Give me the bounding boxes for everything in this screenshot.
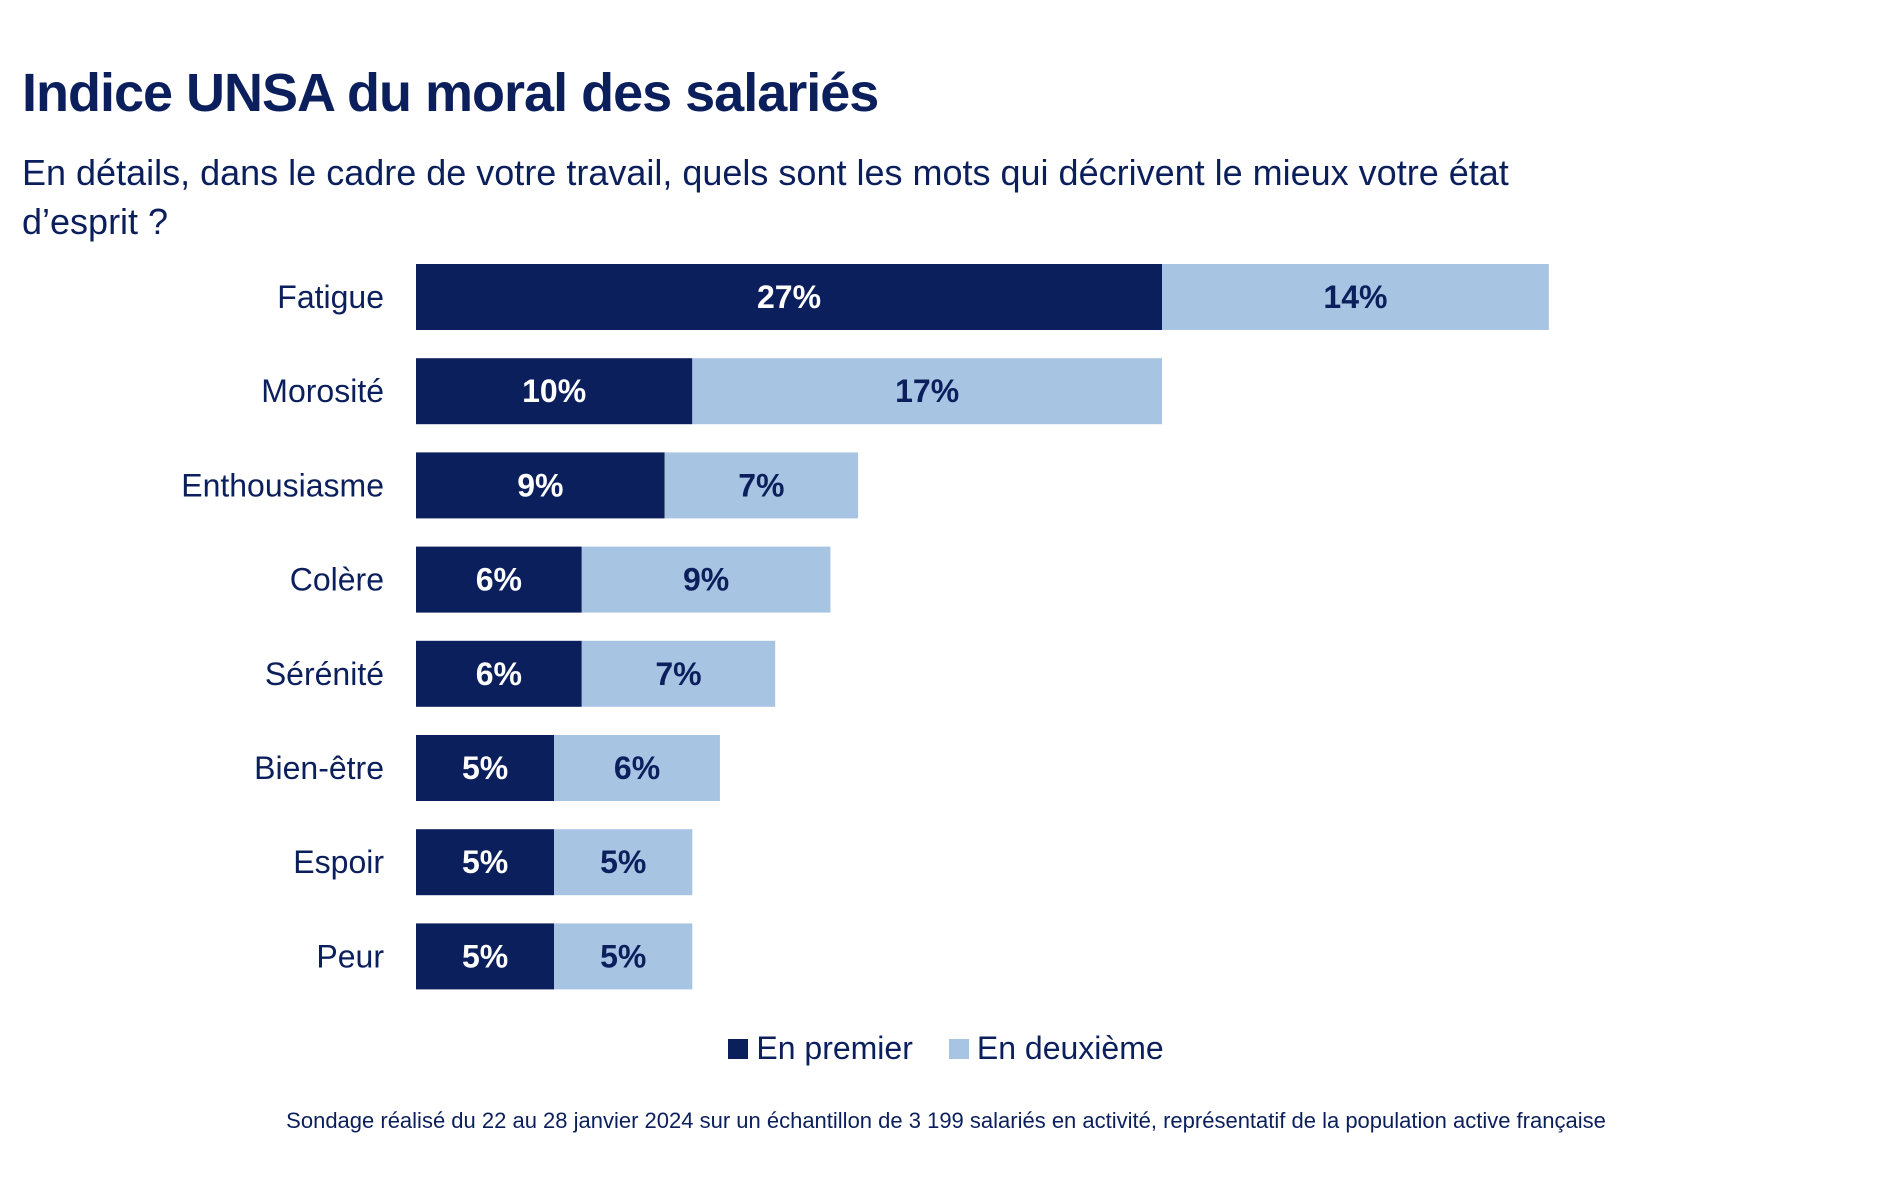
bar-segment-deuxieme	[554, 923, 693, 990]
bar-segment-premier	[416, 358, 693, 425]
bar-segment-premier	[416, 829, 555, 896]
stacked-bar-chart: Fatigue 27% 14% Morosité 10% 17% Enthousiasme 9…	[181, 264, 1549, 990]
data-label: 27%	[757, 279, 821, 315]
data-label: 9%	[683, 562, 729, 598]
bar-segment-deuxieme	[554, 735, 720, 801]
category-label: Peur	[316, 938, 384, 974]
category-label: Bien-être	[254, 750, 384, 786]
bar-segment-deuxieme	[1162, 264, 1549, 330]
chart-subtitle: En détails, dans le cadre de votre trava…	[22, 152, 1509, 242]
data-label: 5%	[462, 750, 508, 786]
category-label: Fatigue	[277, 279, 384, 315]
data-label: 5%	[462, 938, 508, 974]
legend-label-deuxieme: En deuxième	[976, 1030, 1164, 1066]
category-label: Colère	[290, 562, 384, 598]
bar-segment-deuxieme	[581, 640, 776, 707]
legend-swatch-deuxieme	[948, 1038, 969, 1059]
data-label: 7%	[655, 656, 701, 692]
data-label: 5%	[600, 938, 646, 974]
data-label: 9%	[517, 467, 563, 503]
category-label: Enthousiasme	[181, 467, 384, 503]
bar-segment-premier	[416, 923, 555, 990]
category-label: Sérénité	[265, 656, 384, 692]
legend-label-premier: En premier	[756, 1030, 913, 1066]
data-label: 6%	[476, 656, 522, 692]
bar-segment-premier	[416, 735, 555, 801]
bar-segment-deuxieme	[554, 829, 693, 896]
category-label: Espoir	[293, 844, 384, 880]
data-label: 17%	[895, 373, 959, 409]
data-label: 10%	[522, 373, 586, 409]
bar-segment-premier	[416, 264, 1163, 330]
bar-segment-premier	[416, 640, 582, 707]
data-label: 5%	[600, 844, 646, 880]
data-label: 7%	[738, 467, 784, 503]
bar-segment-deuxieme	[581, 546, 831, 613]
bar-segment-premier	[416, 452, 665, 519]
legend: En premier En deuxième	[0, 1030, 1892, 1067]
legend-item-deuxieme: En deuxième	[948, 1030, 1164, 1067]
data-label: 14%	[1323, 279, 1387, 315]
bar-segment-premier	[416, 546, 582, 613]
bar-segment-deuxieme	[692, 358, 1163, 425]
source-footnote: Sondage réalisé du 22 au 28 janvier 2024…	[286, 1108, 1606, 1133]
chart-title: Indice UNSA du moral des salariés	[22, 63, 879, 123]
data-label: 5%	[462, 844, 508, 880]
legend-item-premier: En premier	[728, 1030, 913, 1067]
data-label: 6%	[614, 750, 660, 786]
category-label: Morosité	[261, 373, 384, 409]
data-label: 6%	[476, 562, 522, 598]
bar-segment-deuxieme	[664, 452, 859, 519]
legend-swatch-premier	[728, 1038, 749, 1059]
